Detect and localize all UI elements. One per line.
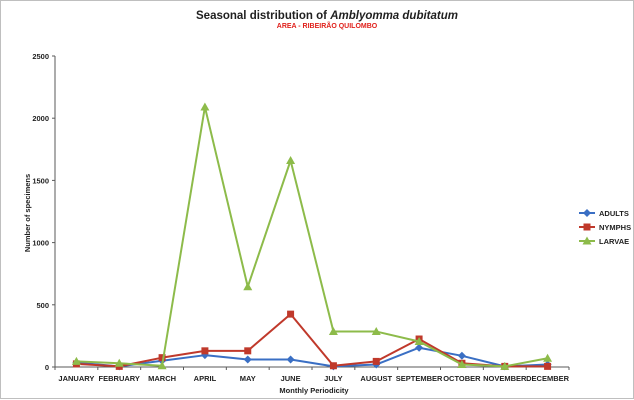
x-tick-label: DECEMBER — [526, 374, 570, 383]
data-point-larvae — [500, 361, 510, 370]
data-point-larvae — [457, 360, 467, 369]
legend-label-larvae: LARVAE — [599, 237, 629, 246]
legend-marker-nymphs — [583, 223, 591, 231]
data-point-larvae — [286, 155, 296, 164]
y-tick-label: 1500 — [32, 176, 49, 185]
series-adults — [72, 343, 552, 371]
data-point-larvae — [371, 327, 381, 336]
x-tick-label: JULY — [324, 374, 342, 383]
series-larvae — [71, 102, 553, 370]
legend: ADULTS NYMPHS LARVAE — [579, 209, 631, 246]
x-tick-label: JUNE — [281, 374, 301, 383]
data-point-nymphs — [158, 354, 166, 362]
data-point-larvae — [543, 353, 553, 362]
y-tick-label: 2000 — [32, 114, 49, 123]
data-point-nymphs — [544, 362, 552, 370]
chart-subtitle: AREA - RIBEIRÃO QUILOMBO — [277, 21, 378, 30]
legend-label-adults: ADULTS — [599, 209, 629, 218]
data-point-nymphs — [372, 357, 380, 365]
data-point-nymphs — [244, 347, 252, 355]
data-point-larvae — [243, 282, 253, 291]
data-point-larvae — [200, 102, 210, 111]
data-point-nymphs — [287, 310, 295, 318]
data-point-adults — [286, 355, 295, 364]
data-point-larvae — [71, 356, 81, 365]
data-point-adults — [243, 355, 252, 364]
y-tick-label: 0 — [45, 363, 49, 372]
data-point-nymphs — [329, 362, 337, 370]
legend-marker-adults — [583, 209, 591, 217]
x-tick-label: JANUARY — [58, 374, 94, 383]
data-point-adults — [415, 343, 424, 352]
x-tick-label: SEPTEMBER — [396, 374, 443, 383]
x-tick-label: MAY — [240, 374, 256, 383]
chart-title-species: Amblyomma dubitatum — [329, 10, 458, 22]
series-line-larvae — [76, 106, 548, 368]
y-tick-label: 1000 — [32, 239, 49, 248]
series-line-nymphs — [76, 313, 548, 368]
x-tick-label: APRIL — [194, 374, 217, 383]
y-axis-label: Number of specimens — [23, 174, 32, 252]
data-point-larvae — [328, 327, 338, 336]
x-tick-label: NOVEMBER — [483, 374, 527, 383]
data-point-larvae — [114, 358, 124, 367]
legend-marker-larvae — [582, 236, 592, 245]
x-tick-label: OCTOBER — [443, 374, 481, 383]
data-point-adults — [457, 351, 466, 360]
x-tick-label: AUGUST — [360, 374, 392, 383]
chart-title-prefix: Seasonal distribution of — [196, 10, 330, 22]
x-axis-label: Monthly Periodicity — [279, 386, 349, 395]
y-tick-label: 2500 — [32, 52, 49, 61]
y-tick-label: 500 — [36, 301, 49, 310]
data-point-larvae — [157, 361, 167, 370]
x-tick-label: FEBRUARY — [99, 374, 140, 383]
chart-title: Seasonal distribution of Amblyomma dubit… — [196, 10, 458, 22]
y-tick-group: 0 500 1000 1500 2000 2500 — [32, 52, 55, 372]
series-layer — [71, 102, 553, 371]
x-tick-group: JANUARY FEBRUARY MARCH APRIL MAY JUNE JULY AUGU… — [54, 367, 570, 383]
series-line-adults — [76, 346, 548, 368]
x-tick-label: MARCH — [148, 374, 176, 383]
data-point-nymphs — [201, 347, 209, 355]
data-point-larvae — [414, 336, 424, 345]
legend-label-nymphs: NYMPHS — [599, 223, 631, 232]
